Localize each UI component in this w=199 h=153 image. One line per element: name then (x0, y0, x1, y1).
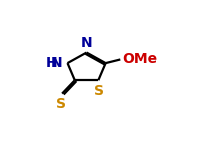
Text: N: N (51, 56, 62, 69)
Text: OMe: OMe (123, 52, 158, 66)
Text: S: S (94, 84, 104, 97)
Text: H: H (46, 56, 58, 69)
Text: N: N (81, 36, 92, 50)
Text: S: S (56, 97, 66, 110)
